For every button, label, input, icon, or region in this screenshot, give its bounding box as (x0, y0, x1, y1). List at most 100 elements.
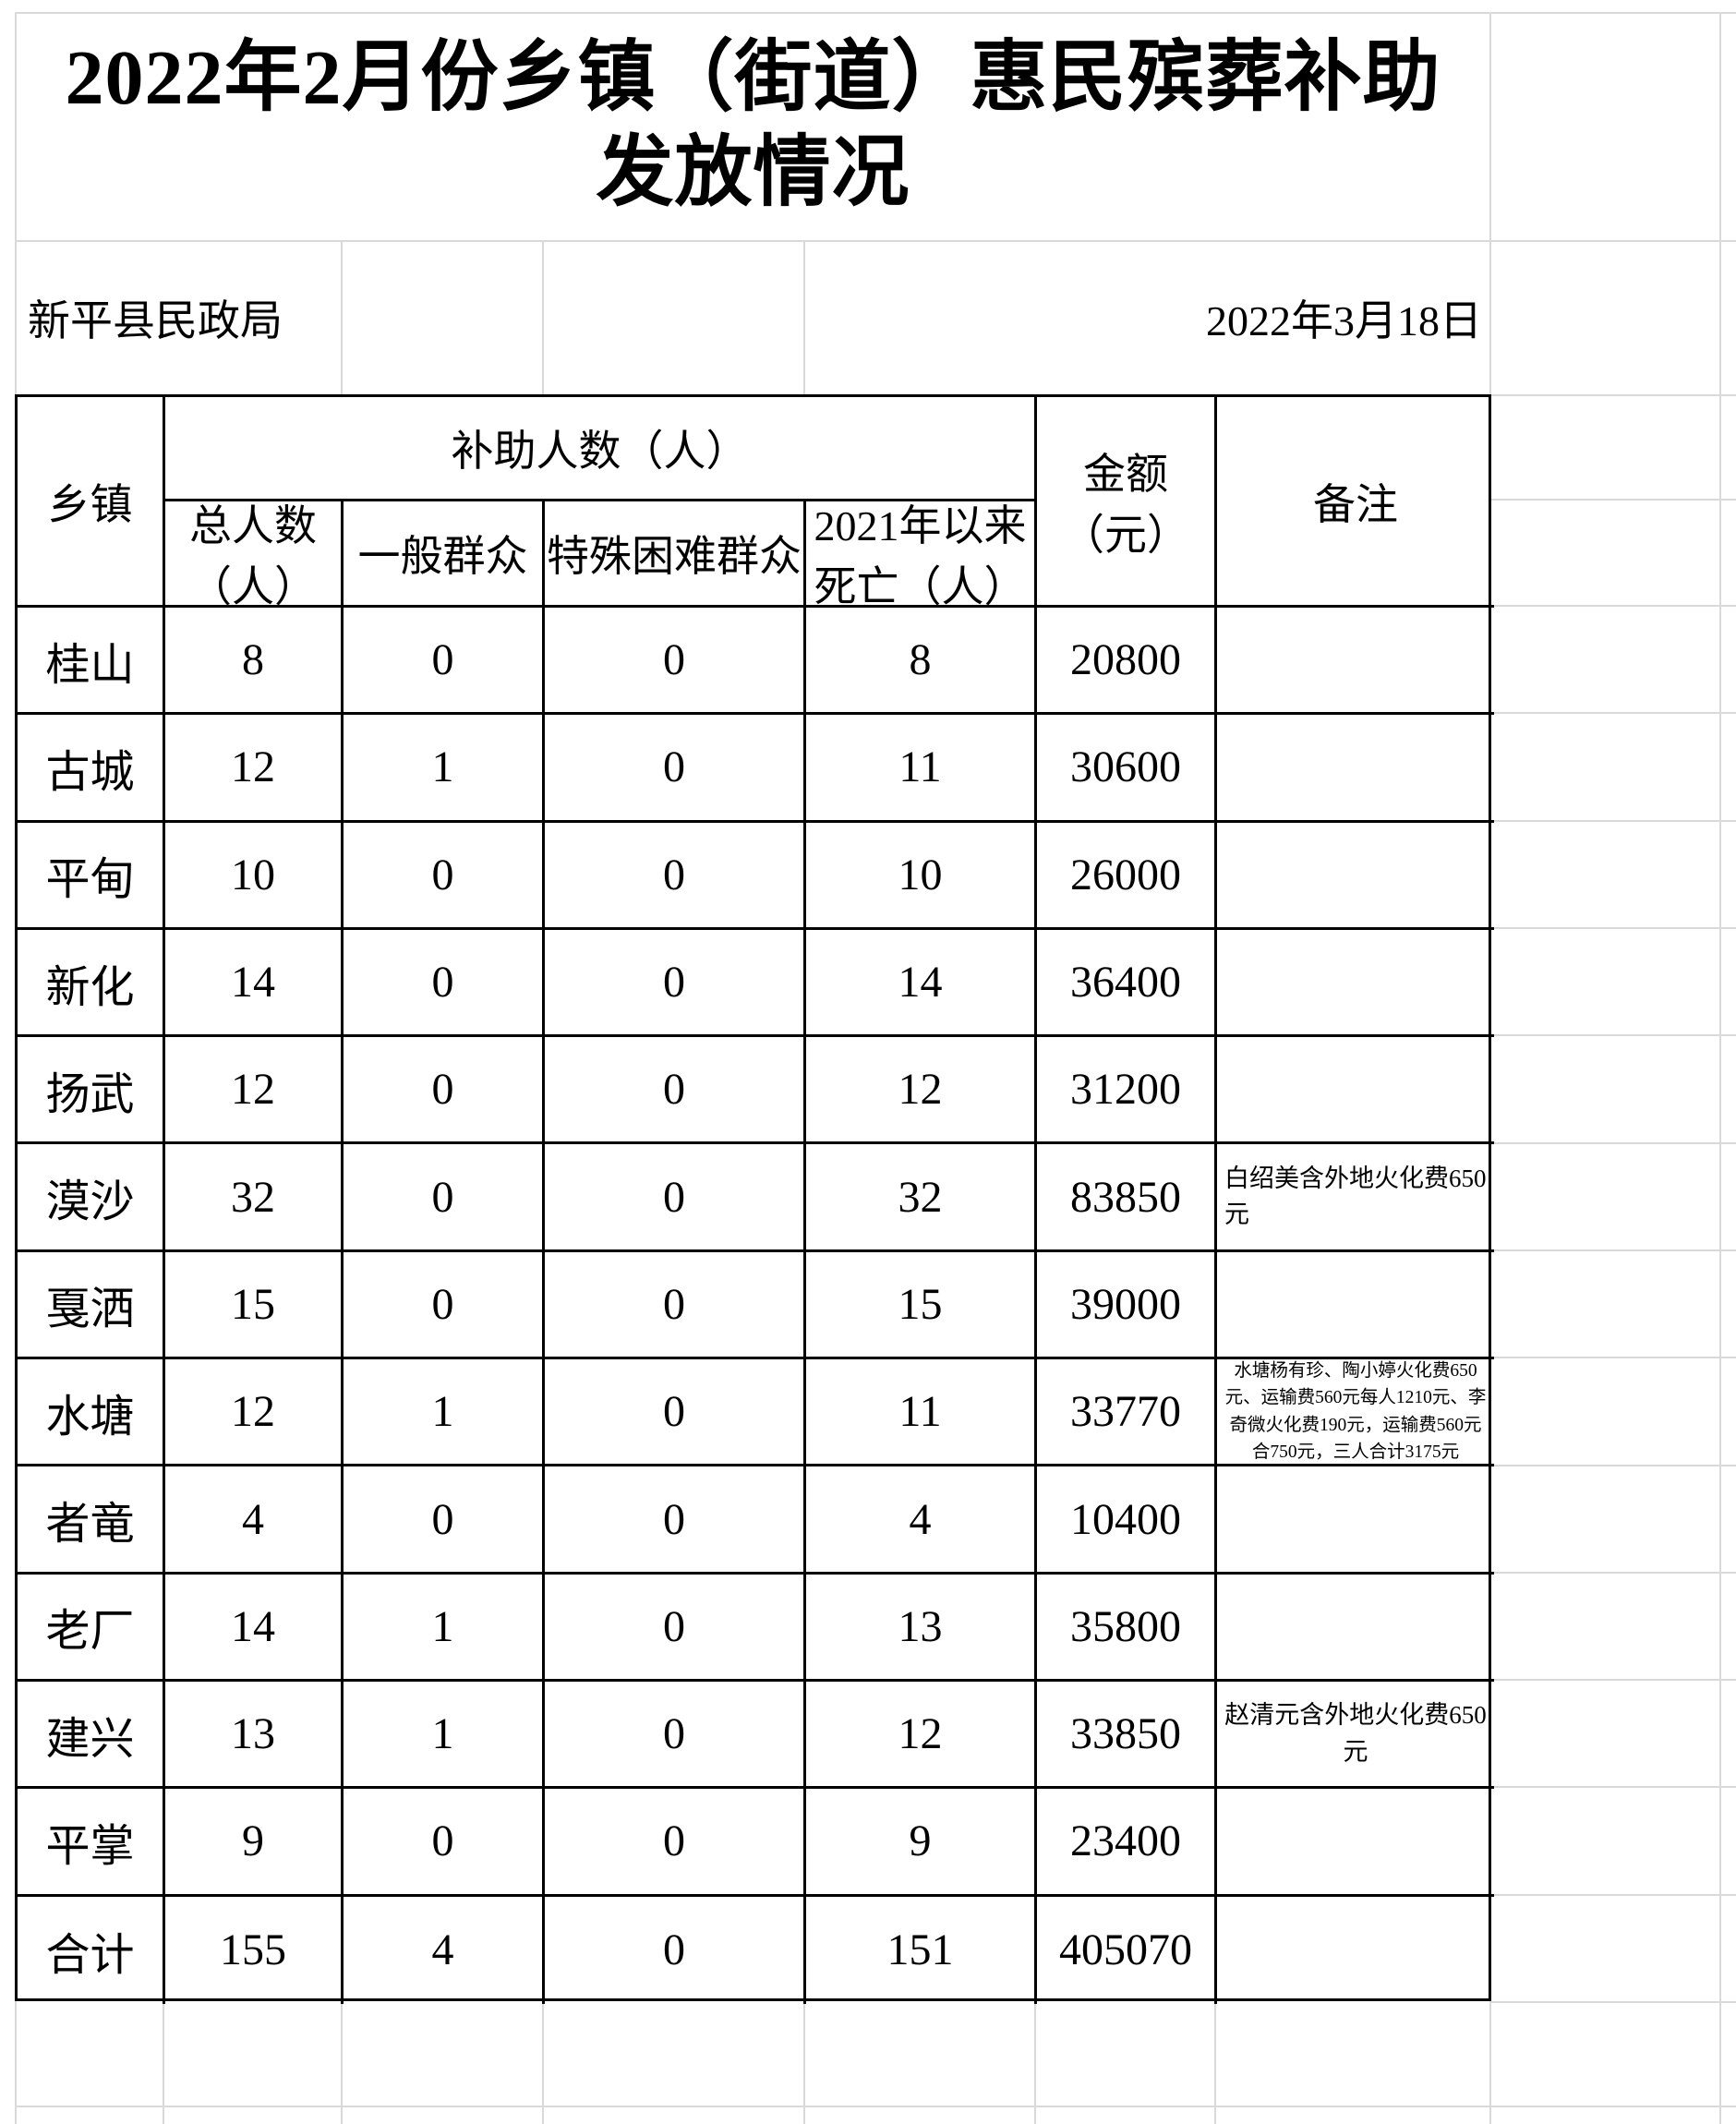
remark-text (1217, 823, 1494, 930)
died-count: 11 (806, 1359, 1037, 1467)
total-count: 13 (165, 1681, 344, 1790)
total-count: 155 (165, 1896, 344, 2004)
total-count: 10 (165, 822, 344, 930)
total-count: 15 (165, 1251, 344, 1360)
gridline (1719, 12, 1721, 2124)
remark-text (1217, 608, 1494, 716)
general-count: 1 (344, 1681, 545, 1790)
gridline (15, 12, 1736, 14)
gridline (1491, 1465, 1736, 1466)
header-township: 乡镇 (18, 397, 165, 608)
township-name: 平掌 (18, 1789, 165, 1897)
remark-text: 白绍美含外地火化费650元 (1217, 1144, 1494, 1252)
general-count: 1 (344, 715, 545, 823)
amount-value: 10400 (1037, 1466, 1217, 1575)
general-count: 0 (344, 929, 545, 1038)
special-count: 0 (545, 1789, 806, 1897)
township-name: 建兴 (18, 1681, 165, 1790)
gridline (803, 2001, 805, 2124)
amount-value: 405070 (1037, 1896, 1217, 2004)
gridline (15, 240, 1736, 242)
gridline (1491, 712, 1736, 714)
gridline (163, 2001, 164, 2124)
township-name: 水塘 (18, 1359, 165, 1467)
general-count: 0 (344, 1251, 545, 1360)
remark-text: 赵清元含外地火化费650元 (1217, 1682, 1494, 1790)
gridline (1491, 499, 1736, 501)
amount-value: 33770 (1037, 1359, 1217, 1467)
header-amount: 金额 （元） (1037, 397, 1217, 608)
total-count: 4 (165, 1466, 344, 1575)
special-count: 0 (545, 1896, 806, 2004)
special-count: 0 (545, 1251, 806, 1360)
gridline (803, 240, 805, 394)
died-count: 15 (806, 1251, 1037, 1360)
gridline (1491, 1357, 1736, 1358)
died-count: 12 (806, 1681, 1037, 1790)
gridline (1491, 394, 1736, 396)
gridline (1491, 1034, 1736, 1036)
gridline (1491, 605, 1736, 607)
special-count: 0 (545, 1359, 806, 1467)
township-name: 扬武 (18, 1037, 165, 1145)
header-remark: 备注 (1217, 397, 1494, 608)
amount-value: 26000 (1037, 822, 1217, 930)
amount-value: 36400 (1037, 929, 1217, 1038)
special-count: 0 (545, 1466, 806, 1575)
gridline (1214, 2001, 1216, 2124)
special-count: 0 (545, 608, 806, 716)
general-count: 0 (344, 1037, 545, 1145)
died-count: 8 (806, 608, 1037, 716)
died-count: 9 (806, 1789, 1037, 1897)
total-count: 12 (165, 1037, 344, 1145)
special-count: 0 (545, 715, 806, 823)
died-count: 13 (806, 1574, 1037, 1682)
general-count: 1 (344, 1359, 545, 1467)
title-block: 2022年2月份乡镇（街道）惠民殡葬补助发放情况 (15, 12, 1491, 240)
township-name: 戛洒 (18, 1251, 165, 1360)
gridline (1491, 1249, 1736, 1251)
total-count: 14 (165, 1574, 344, 1682)
amount-value: 30600 (1037, 715, 1217, 823)
died-count: 12 (806, 1037, 1037, 1145)
died-count: 14 (806, 929, 1037, 1038)
total-count: 32 (165, 1144, 344, 1252)
general-count: 0 (344, 608, 545, 716)
gridline (15, 2106, 1736, 2107)
gridline (1491, 1894, 1736, 1896)
remark-text (1217, 1466, 1494, 1575)
died-count: 151 (806, 1896, 1037, 2004)
special-count: 0 (545, 1681, 806, 1790)
gridline (1034, 2001, 1036, 2124)
township-name: 古城 (18, 715, 165, 823)
special-count: 0 (545, 1037, 806, 1145)
header-general: 一般群众 (344, 501, 545, 608)
died-count: 32 (806, 1144, 1037, 1252)
report-date: 2022年3月18日 (1206, 296, 1482, 344)
township-name: 者竜 (18, 1466, 165, 1575)
remark-text (1217, 1037, 1494, 1145)
township-name: 合计 (18, 1896, 165, 2004)
total-count: 12 (165, 1359, 344, 1467)
remark-text (1217, 1252, 1494, 1360)
special-count: 0 (545, 1574, 806, 1682)
gridline (1491, 1142, 1736, 1144)
total-count: 12 (165, 715, 344, 823)
remark-text (1217, 1897, 1494, 2004)
remark-text (1217, 1575, 1494, 1682)
header-special: 特殊困难群众 (545, 501, 806, 608)
header-total: 总人数 （人） (165, 501, 344, 608)
gridline (341, 2001, 343, 2124)
gridline (341, 240, 343, 394)
general-count: 4 (344, 1896, 545, 2004)
township-name: 新化 (18, 929, 165, 1038)
gridline (1491, 1679, 1736, 1681)
meta-row: 新平县民政局 2022年3月18日 (15, 240, 1491, 394)
total-count: 14 (165, 929, 344, 1038)
general-count: 0 (344, 822, 545, 930)
total-count: 8 (165, 608, 344, 716)
page-title: 2022年2月份乡镇（街道）惠民殡葬补助发放情况 (65, 35, 1441, 216)
total-count: 9 (165, 1789, 344, 1897)
remark-text (1217, 1789, 1494, 1897)
